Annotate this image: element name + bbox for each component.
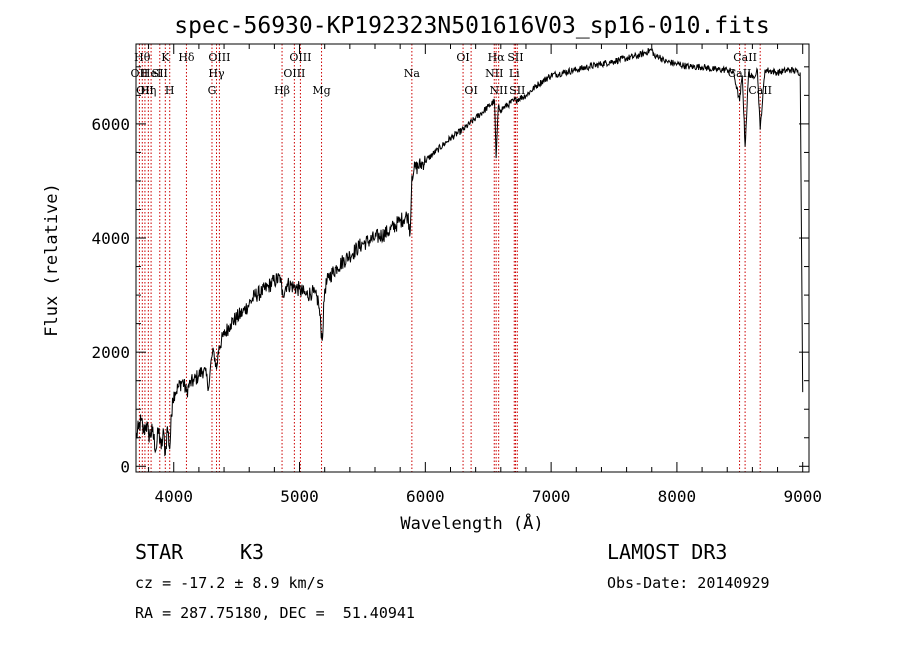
- line-label: Hγ: [208, 67, 225, 80]
- y-tick-label: 2000: [91, 343, 130, 362]
- x-tick-label: 8000: [658, 487, 697, 506]
- line-label: H: [165, 84, 175, 97]
- spectral-line-labels: OIIHθOIIHηHeISIIKHHδGHγOIIIHβOIIIOIIIMgN…: [131, 51, 772, 97]
- y-axis-label: Flux (relative): [42, 183, 62, 337]
- line-label: Hη: [140, 84, 156, 97]
- spectral-line-markers: [138, 44, 761, 472]
- x-tick-label: 5000: [280, 487, 319, 506]
- line-label: G: [208, 84, 217, 97]
- line-label: Hδ: [178, 51, 195, 64]
- survey-name: LAMOST DR3: [607, 540, 728, 564]
- x-tick-label: 4000: [154, 487, 193, 506]
- line-label: CaII: [733, 51, 757, 64]
- x-tick-label: 7000: [532, 487, 571, 506]
- line-label: SII: [507, 51, 523, 64]
- y-tick-label: 6000: [91, 115, 130, 134]
- object-class: STAR: [135, 540, 184, 564]
- line-label: HeI: [141, 67, 161, 80]
- line-label: Li: [509, 67, 520, 80]
- x-tick-label: 6000: [406, 487, 445, 506]
- line-label: OII: [131, 67, 149, 80]
- line-label: OIII: [208, 51, 230, 64]
- line-label: OII: [136, 84, 154, 97]
- line-label: Hα: [488, 51, 506, 64]
- line-label: Mg: [312, 84, 330, 97]
- spectrum-line: [135, 48, 804, 457]
- line-label: OIII: [289, 51, 311, 64]
- plot-frame: [135, 43, 810, 473]
- y-axis-ticks: 0 2000 4000 6000: [91, 66, 809, 476]
- y-tick-label: 0: [120, 457, 130, 476]
- line-label: Hθ: [134, 51, 151, 64]
- y-tick-label: 4000: [91, 229, 130, 248]
- x-tick-label: 9000: [783, 487, 822, 506]
- line-label: Na: [404, 67, 421, 80]
- line-label: SII: [152, 67, 168, 80]
- line-label: OI: [464, 84, 477, 97]
- x-axis-ticks: 4000 5000 6000 7000 8000 9000: [148, 44, 822, 506]
- coordinates: RA = 287.75180, DEC = 51.40941: [135, 604, 415, 622]
- line-label: K: [161, 51, 170, 64]
- line-label: OIII: [283, 67, 305, 80]
- line-label: OI: [456, 51, 469, 64]
- obs-date: Obs-Date: 20140929: [607, 574, 770, 592]
- line-label: Hβ: [274, 84, 290, 97]
- redshift-info: cz = -17.2 ± 8.9 km/s: [135, 574, 325, 592]
- line-label: NII: [485, 67, 503, 80]
- line-label: CaII: [748, 84, 772, 97]
- chart-title: spec-56930-KP192323N501616V03_sp16-010.f…: [174, 13, 769, 39]
- line-label: NII: [490, 84, 508, 97]
- line-label: SII: [509, 84, 525, 97]
- x-axis-label: Wavelength (Å): [400, 512, 543, 534]
- object-subclass: K3: [240, 540, 265, 564]
